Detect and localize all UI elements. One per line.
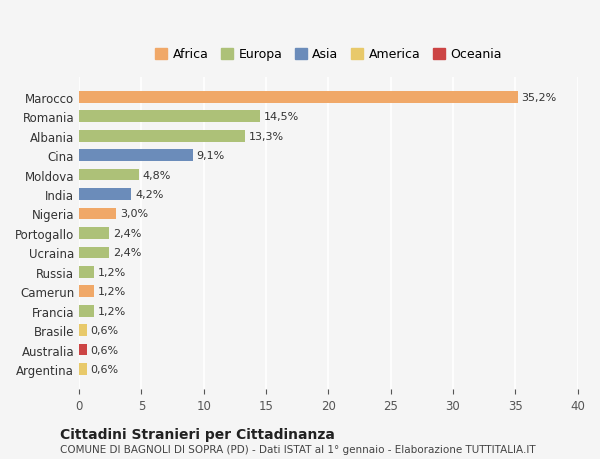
Text: 4,8%: 4,8% [143,170,171,180]
Bar [79,208,116,220]
Bar [79,189,131,201]
Bar [79,305,94,317]
Text: 2,4%: 2,4% [113,229,141,238]
Text: 35,2%: 35,2% [521,93,557,103]
Text: 9,1%: 9,1% [196,151,224,161]
Bar [79,364,86,375]
Bar [79,228,109,239]
Text: COMUNE DI BAGNOLI DI SOPRA (PD) - Dati ISTAT al 1° gennaio - Elaborazione TUTTIT: COMUNE DI BAGNOLI DI SOPRA (PD) - Dati I… [60,444,536,454]
Text: 13,3%: 13,3% [248,131,284,141]
Bar [79,247,109,259]
Text: 1,2%: 1,2% [98,287,126,297]
Text: 0,6%: 0,6% [91,364,118,374]
Text: 4,2%: 4,2% [135,190,164,200]
Bar [79,344,86,356]
Text: 0,6%: 0,6% [91,345,118,355]
Text: Cittadini Stranieri per Cittadinanza: Cittadini Stranieri per Cittadinanza [60,427,335,442]
Text: 1,2%: 1,2% [98,267,126,277]
Text: 3,0%: 3,0% [120,209,148,219]
Bar [79,286,94,297]
Bar [79,169,139,181]
Bar [79,325,86,336]
Bar [79,150,193,162]
Bar [79,266,94,278]
Text: 0,6%: 0,6% [91,325,118,336]
Legend: Africa, Europa, Asia, America, Oceania: Africa, Europa, Asia, America, Oceania [150,43,507,66]
Bar [79,111,260,123]
Bar [79,131,245,142]
Text: 1,2%: 1,2% [98,306,126,316]
Text: 14,5%: 14,5% [263,112,299,122]
Text: 2,4%: 2,4% [113,248,141,258]
Bar [79,92,518,103]
